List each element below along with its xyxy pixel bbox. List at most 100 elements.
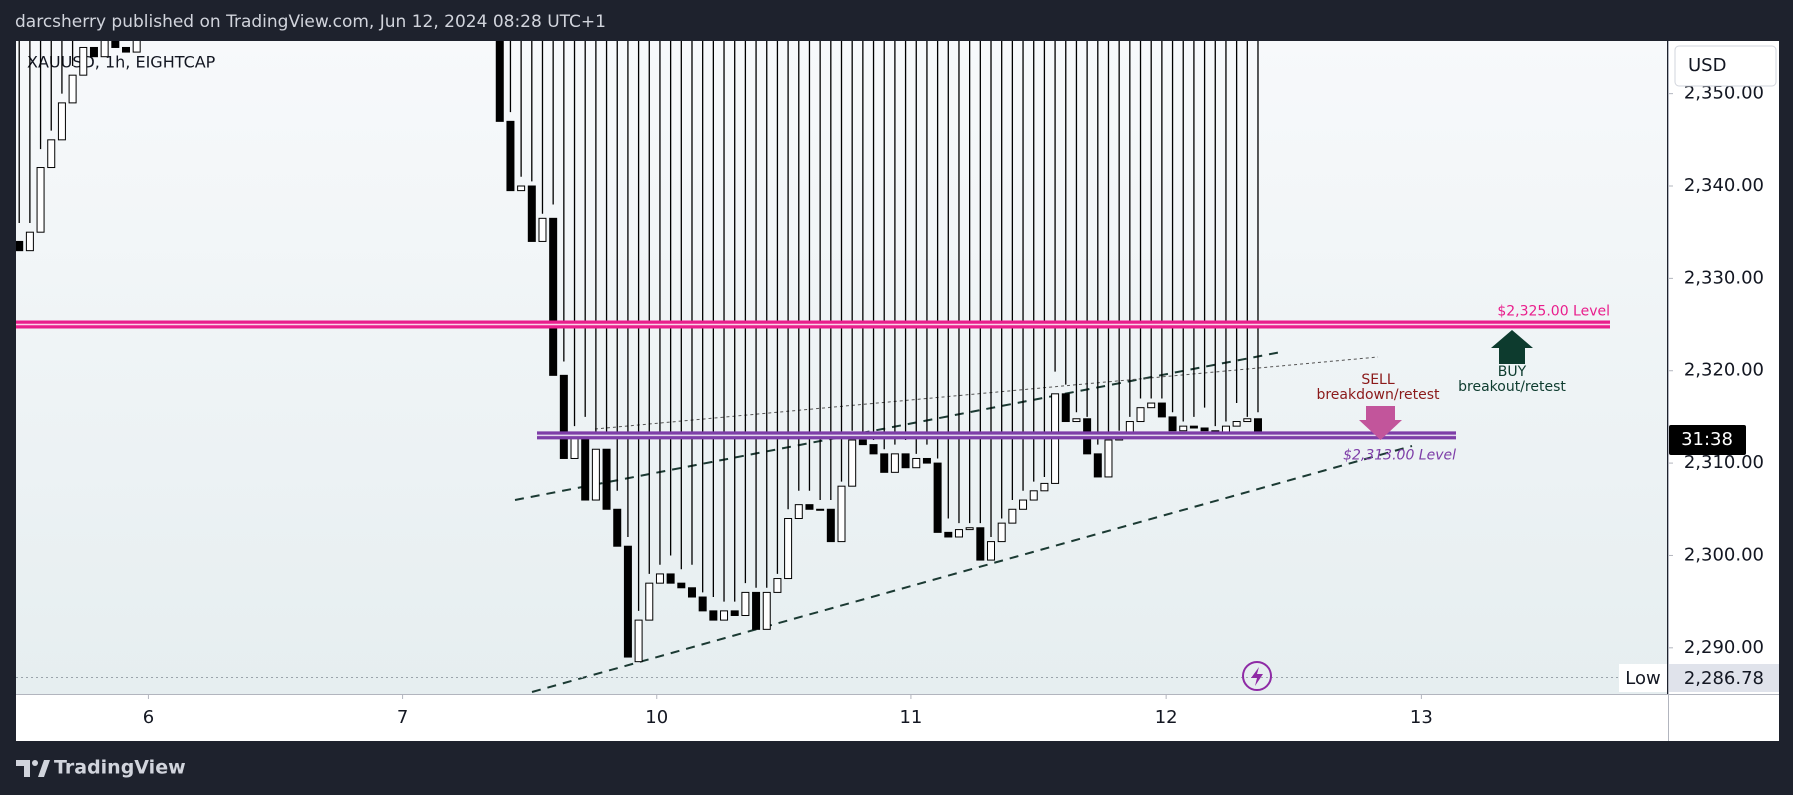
y-tick-label: 2,350.00 (1684, 83, 1764, 104)
candle-body (698, 596, 707, 612)
channel-line (531, 445, 1413, 693)
candle-body (773, 578, 782, 593)
x-tick-label: 12 (1155, 707, 1178, 728)
candle-body (1157, 402, 1166, 418)
candle-body (1232, 421, 1241, 427)
candle-body (987, 541, 996, 561)
candle-body (1104, 439, 1113, 478)
candle-body (869, 444, 878, 455)
candle-body (132, 41, 141, 53)
candle-body (677, 582, 686, 589)
sell-title: SELL (1361, 372, 1395, 388)
candle-body (944, 531, 953, 538)
y-tick-label: 2,320.00 (1684, 360, 1764, 381)
brand: TradingView (54, 757, 186, 779)
candle-body (666, 573, 675, 584)
buy-subtitle: breakout/retest (1458, 379, 1566, 395)
candle-body (762, 591, 771, 630)
buy-arrow (1491, 330, 1533, 364)
sell-subtitle: breakdown/retest (1316, 387, 1440, 403)
candle-body (68, 74, 77, 104)
candle-body (730, 610, 739, 616)
level-label: $2,313.00 Level (1343, 447, 1456, 463)
candle-body (1243, 418, 1252, 423)
candle-body (901, 453, 910, 469)
candle-body (858, 439, 867, 446)
candle-body (1008, 508, 1017, 524)
candle-body (880, 453, 889, 473)
y-tick-label: 2,310.00 (1684, 452, 1764, 473)
candle-body (47, 139, 56, 169)
candle-body (623, 545, 632, 658)
time-axis (16, 695, 1779, 741)
candle-body (538, 217, 547, 242)
brand-logo (16, 760, 50, 777)
candle-body (100, 41, 109, 58)
candle-body (111, 41, 120, 48)
x-tick-label: 10 (645, 707, 668, 728)
currency-label: USD (1688, 55, 1726, 76)
y-tick-label: 2,290.00 (1684, 637, 1764, 658)
candle-body (816, 508, 825, 511)
candle-body (1029, 490, 1038, 501)
x-tick-label: 6 (143, 707, 154, 728)
candle-body (645, 582, 654, 621)
sell-arrow (1359, 406, 1402, 440)
event-icon[interactable] (1242, 661, 1272, 691)
header-title: darcsherry published on TradingView.com,… (15, 12, 606, 32)
candle-body (16, 240, 24, 252)
candle-body (79, 46, 88, 76)
candle-body (752, 591, 761, 630)
candle-body (784, 518, 793, 580)
candle-body (1019, 499, 1028, 510)
candle-body (805, 504, 814, 510)
candle-body (1200, 427, 1209, 432)
candle-body (121, 46, 130, 53)
candle-body (1061, 393, 1070, 423)
candle-body (1189, 425, 1198, 429)
candle-body (89, 46, 98, 58)
countdown: 31:38 (1681, 429, 1733, 450)
low-label-box (1619, 664, 1667, 692)
y-tick-label: 2,300.00 (1684, 544, 1764, 565)
candle-body (634, 619, 643, 663)
candle-body (890, 453, 899, 473)
candle-body (25, 231, 34, 252)
candle-body (591, 448, 600, 501)
currency-button[interactable] (1674, 45, 1777, 87)
candle-body (655, 573, 664, 584)
low-label: Low (1625, 668, 1660, 689)
candle-body (976, 527, 985, 561)
symbol-label: XAUUSD, 1h, EIGHTCAP (27, 53, 216, 72)
candle-body (1168, 416, 1177, 432)
candle-body (613, 508, 622, 547)
candle-body (36, 167, 45, 233)
candle-body (848, 439, 857, 487)
candle-body (506, 120, 515, 192)
candle-body (559, 374, 568, 459)
x-tick-label: 7 (397, 707, 408, 728)
low-price-box (1669, 664, 1779, 692)
candle-body (1147, 402, 1156, 409)
candle-body (549, 217, 558, 376)
candle-body (965, 527, 974, 531)
buy-title: BUY (1498, 364, 1527, 380)
candle-body (1136, 407, 1145, 423)
candle-body (495, 41, 504, 122)
low-price: 2,286.78 (1684, 668, 1764, 689)
candle-body (826, 508, 835, 543)
candle-body (997, 522, 1006, 543)
candle-body (57, 102, 66, 141)
x-tick-label: 11 (899, 707, 922, 728)
y-tick-label: 2,340.00 (1684, 175, 1764, 196)
candle-body (1093, 453, 1102, 478)
candle-body (922, 457, 931, 464)
candle-body (837, 485, 846, 543)
channel-line (514, 351, 1282, 501)
candle-body (720, 610, 729, 621)
price-axis (1669, 41, 1779, 694)
candle-body (687, 587, 696, 598)
candle-body (1040, 482, 1049, 492)
candle-body (954, 529, 963, 538)
